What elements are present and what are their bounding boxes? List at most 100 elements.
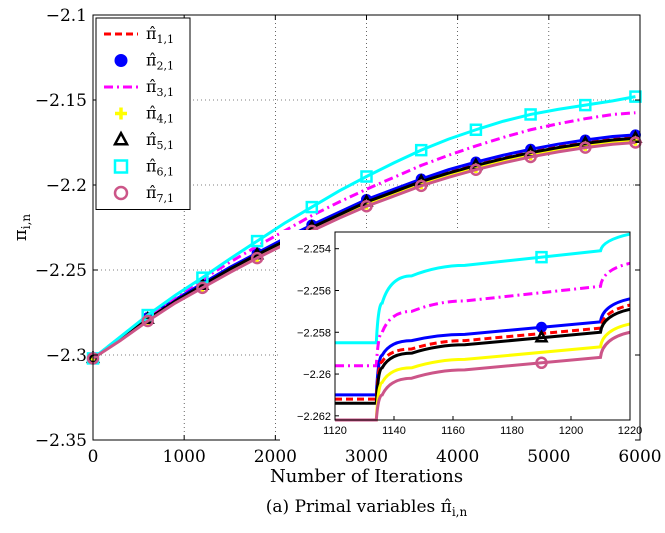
inset-y-tick-label: −2.256	[297, 285, 331, 297]
legend-label-sub: 7,1	[157, 192, 175, 205]
figure-caption-sub: i,n	[452, 505, 468, 519]
legend-label-base: π̂	[146, 51, 157, 70]
legend-item: π̂5,1	[112, 130, 174, 152]
legend-label: π̂2,1	[146, 51, 174, 73]
x-tick-label: 0	[88, 447, 99, 467]
legend-item: π̂4,1	[115, 104, 174, 126]
legend-label: π̂1,1	[146, 24, 174, 46]
series-point	[579, 98, 592, 112]
inset-x-tick-label: 1140	[382, 425, 406, 437]
inset-series	[335, 261, 631, 368]
inset-series	[335, 330, 631, 422]
inset-y-tick-label: −2.262	[297, 411, 331, 423]
legend-label: π̂7,1	[146, 183, 174, 205]
y-axis-label: πi,n	[10, 214, 33, 241]
series-point	[414, 143, 428, 157]
series-point	[250, 251, 264, 265]
main-series-layer	[85, 90, 643, 365]
inset-series-line	[335, 322, 631, 422]
series-point	[579, 141, 592, 154]
series-point	[360, 170, 373, 183]
figure-caption: (a) Primal variables π̂i,n	[266, 497, 468, 519]
y-tick-label: −2.3	[46, 346, 87, 366]
inset-series-point	[535, 356, 548, 370]
y-tick-label: −2.1	[46, 6, 87, 26]
inset-x-tick-label: 1220	[618, 425, 642, 437]
inset-series-point	[534, 329, 549, 343]
inset-chart: 1120 1140 1160 1180 1200 1220 −2.254 −2.256 −2.2…	[280, 230, 642, 444]
series-point	[305, 200, 319, 214]
inset-x-tick-label: 1160	[441, 425, 465, 437]
legend-label-sub: 4,1	[157, 113, 175, 126]
y-axis-label-sub: i,n	[19, 214, 33, 230]
series-point	[250, 234, 264, 248]
series-point	[360, 200, 373, 213]
svg-text:πi,n: πi,n	[10, 214, 33, 241]
legend-label-base: π̂	[146, 130, 157, 149]
legend-label: π̂3,1	[146, 77, 174, 99]
legend-label-base: π̂	[146, 104, 157, 123]
legend-item: π̂3,1	[104, 77, 174, 99]
inset-x-tick-label: 1200	[559, 425, 583, 437]
series-point	[414, 179, 428, 193]
x-tick-label: 6000	[618, 447, 661, 467]
legend-label-sub: 2,1	[157, 60, 175, 73]
legend-item: π̂6,1	[113, 157, 174, 179]
legend-label: π̂4,1	[146, 104, 174, 126]
inset-y-tick-label: −2.258	[297, 327, 331, 339]
inset-x-tick-label: 1180	[500, 425, 524, 437]
x-tick-label: 2000	[254, 447, 297, 467]
legend-label-sub: 3,1	[157, 86, 175, 99]
x-axis-label: Number of Iterations	[270, 466, 463, 487]
x-tick-label: 3000	[345, 447, 388, 467]
legend-swatch	[114, 54, 128, 67]
inset-series-line	[335, 330, 631, 422]
main-tick-labels: 0 1000 2000 3000 4000 5000 6000 −2.1 −2.15 −2.2 −2…	[35, 6, 662, 467]
legend-label-sub: 6,1	[157, 166, 175, 179]
legend-label: π̂6,1	[146, 157, 174, 179]
inset-series	[335, 232, 631, 345]
x-tick-label: 4000	[436, 447, 479, 467]
inset-series-line	[335, 232, 631, 345]
y-tick-label: −2.35	[35, 431, 87, 451]
inset-y-tick-label: −2.254	[297, 244, 331, 256]
legend-item: π̂7,1	[113, 183, 174, 205]
legend-label-sub: 1,1	[157, 33, 175, 46]
inset-series	[335, 297, 631, 397]
inset-series-layer	[335, 232, 631, 422]
series-line	[92, 141, 636, 360]
series-point	[469, 123, 483, 136]
y-tick-label: −2.25	[35, 261, 87, 281]
legend-swatch	[112, 130, 130, 146]
inset-background	[280, 230, 635, 444]
legend-label-base: π̂	[146, 157, 157, 176]
legend-label-sub: 5,1	[157, 139, 175, 152]
inset-series-point	[535, 250, 548, 264]
series-line	[92, 111, 636, 360]
legend-label-base: π̂	[146, 77, 157, 96]
inset-x-tick-label: 1120	[323, 425, 347, 437]
inset-series	[335, 322, 631, 422]
inset-series	[335, 303, 631, 401]
legend-label-base: π̂	[146, 183, 157, 202]
legend-swatch	[115, 107, 127, 120]
inset-series-line	[335, 261, 631, 368]
legend-label-base: π̂	[146, 24, 157, 43]
inset-frame	[334, 231, 631, 421]
series-6-1	[86, 90, 642, 365]
legend: π̂1,1π̂2,1π̂3,1π̂4,1π̂5,1π̂6,1π̂7,1	[95, 17, 191, 210]
inset-series-line	[335, 297, 631, 397]
series-point	[524, 108, 537, 121]
y-tick-label: −2.15	[35, 91, 87, 111]
x-tick-label: 5000	[527, 447, 570, 467]
series-point	[196, 281, 209, 295]
series-3-1	[92, 111, 636, 360]
series-line	[92, 95, 636, 360]
series-point	[524, 150, 537, 164]
legend-box	[95, 17, 191, 210]
inset-series	[335, 307, 631, 405]
legend-label: π̂5,1	[146, 130, 174, 152]
inset-series-line	[335, 303, 631, 401]
series-point	[141, 314, 154, 328]
